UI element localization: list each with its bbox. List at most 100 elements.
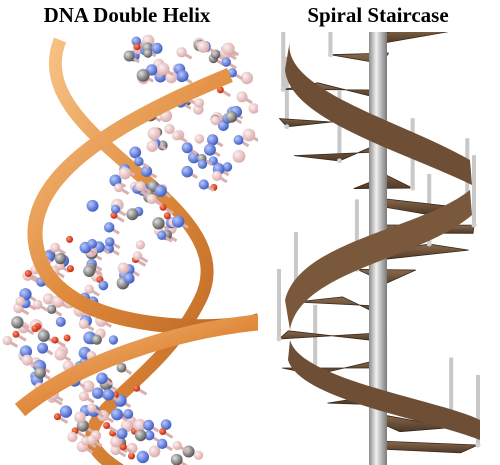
atom (146, 193, 157, 205)
handrail (285, 40, 472, 185)
atom (102, 388, 115, 401)
atom (144, 430, 155, 441)
baluster-base (475, 442, 481, 448)
atom (151, 42, 163, 54)
step (294, 143, 379, 162)
atom (187, 151, 200, 164)
baluster-base (327, 52, 333, 58)
atom (12, 330, 20, 338)
atom (181, 142, 193, 154)
atom (119, 443, 127, 451)
atom (46, 304, 57, 314)
atom (42, 293, 55, 305)
atom (11, 316, 24, 329)
atom (116, 428, 128, 440)
atom (117, 262, 130, 274)
atom (197, 159, 208, 169)
atom (194, 98, 205, 108)
step (377, 32, 449, 45)
staircase-illustration (276, 32, 481, 465)
atom (118, 167, 132, 180)
atom (221, 57, 231, 67)
atom (177, 70, 189, 82)
atom (86, 199, 99, 212)
atom (66, 235, 74, 243)
atom (181, 165, 193, 178)
atom (110, 408, 123, 421)
atom (132, 251, 143, 261)
atom (136, 450, 150, 464)
atom (147, 127, 161, 141)
atom (21, 354, 33, 366)
atom (232, 149, 246, 163)
atom (110, 435, 122, 448)
atom (110, 204, 121, 214)
atom (55, 316, 66, 327)
atom (51, 336, 59, 344)
atom (66, 265, 74, 273)
atom (2, 335, 13, 346)
atom (129, 146, 142, 159)
atom (159, 427, 167, 435)
dna-illustration (2, 34, 258, 465)
atom (34, 367, 46, 379)
atom (19, 345, 33, 358)
atom (140, 165, 153, 177)
baluster-base (280, 87, 286, 93)
baluster-base (426, 241, 432, 247)
atom (157, 438, 168, 449)
atom (108, 335, 119, 345)
atom (110, 444, 121, 456)
atom (225, 111, 238, 123)
atom (91, 334, 102, 345)
helix-strand (48, 37, 214, 465)
step (377, 440, 479, 454)
atom (206, 134, 219, 146)
atom (87, 238, 98, 249)
atom (96, 372, 108, 385)
helix-strand (14, 314, 258, 417)
atom (182, 445, 195, 458)
atom (163, 212, 171, 220)
atom (98, 280, 109, 291)
atom (116, 362, 127, 373)
atom (164, 123, 175, 135)
atom (123, 272, 135, 284)
atom (103, 222, 115, 233)
atom (84, 284, 94, 294)
atom (87, 403, 97, 413)
atom (31, 324, 39, 332)
atom (170, 453, 183, 465)
atom (86, 435, 97, 445)
atom (143, 419, 154, 431)
atom (157, 230, 167, 241)
atom (171, 215, 185, 228)
atom (127, 452, 135, 460)
atom (193, 450, 204, 460)
atom (211, 170, 222, 181)
atom (146, 140, 159, 152)
atom (136, 68, 150, 82)
handrail (288, 340, 480, 440)
atom (203, 143, 216, 156)
atom (176, 47, 187, 58)
atom (83, 265, 96, 278)
atom (135, 181, 146, 192)
step (277, 330, 379, 342)
atom (210, 115, 221, 126)
atom (172, 130, 182, 141)
atom (242, 128, 256, 142)
atom (78, 318, 89, 329)
atom (236, 91, 248, 103)
atom (135, 240, 146, 250)
atom (24, 270, 32, 278)
atom (248, 103, 258, 114)
atom (54, 348, 67, 361)
atom (133, 43, 141, 51)
atom (54, 252, 67, 265)
panel-title: DNA Double Helix (44, 3, 211, 27)
atom (74, 411, 86, 423)
handrail (285, 190, 472, 330)
atom (134, 429, 147, 442)
